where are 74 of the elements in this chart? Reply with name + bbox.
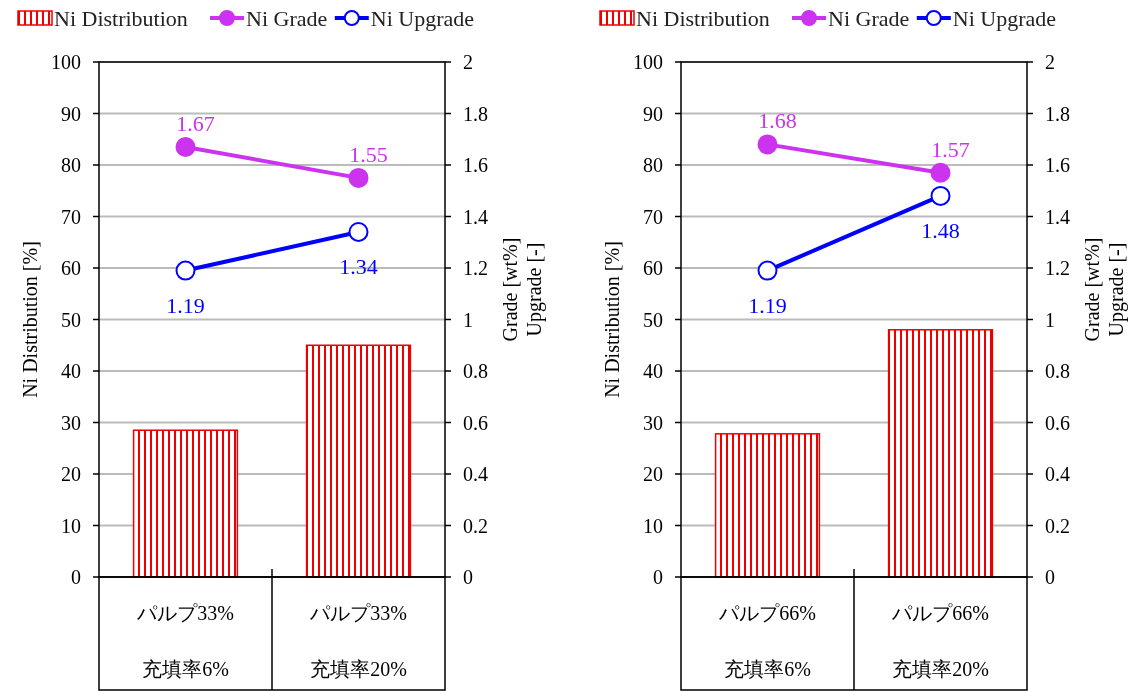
y2-tick-label: 0 [463, 566, 473, 588]
y2-tick-label: 0 [1045, 566, 1055, 588]
y2-tick-label: 0.6 [463, 411, 488, 434]
category-label: パルプ66% 充填率20% [892, 602, 989, 680]
point [175, 260, 196, 281]
data-label: 1.34 [339, 253, 378, 279]
y2-tick-label: 1 [1045, 308, 1055, 331]
legend-label: Ni Upgrade [952, 6, 1057, 31]
point [348, 221, 369, 242]
data-label: 1.68 [758, 108, 797, 134]
y2-tick-label: 1.2 [463, 257, 488, 279]
point [348, 167, 369, 188]
y2-tick-label: 1.4 [1045, 205, 1070, 228]
legend-label: Ni Upgrade [370, 6, 475, 31]
y2-tick-label: 0.2 [463, 514, 488, 537]
point [175, 136, 196, 157]
y-tick-label: 90 [643, 102, 663, 125]
y-tick-label: 20 [643, 463, 663, 485]
point [930, 185, 951, 206]
y2-tick-label: 1.6 [463, 154, 488, 176]
y-tick-label: 40 [61, 360, 81, 382]
y-tick-label: 60 [643, 257, 663, 279]
data-label: 1.48 [921, 217, 960, 243]
y-tick-label: 10 [643, 514, 663, 537]
category-label: パルプ66% 充填率6% [719, 602, 816, 680]
y-tick-label: 20 [61, 463, 81, 485]
point [757, 134, 778, 155]
y2-tick-label: 2 [463, 51, 473, 73]
y2-tick-label: 0.6 [1045, 411, 1070, 434]
data-label: 1.57 [931, 136, 970, 162]
y-tick-label: 100 [51, 51, 81, 73]
y2-tick-label: 0.4 [1045, 463, 1070, 485]
y-tick-label: 30 [61, 411, 81, 434]
y-tick-label: 90 [61, 102, 81, 125]
y-tick-label: 80 [61, 154, 81, 176]
y-axis-title: Ni Distribution [%] [19, 241, 41, 398]
y2-tick-label: 2 [1045, 51, 1055, 73]
y2-tick-label: 1.8 [1045, 102, 1070, 125]
y2-axis-title: Grade [wt%] Upgrade [-] [1081, 237, 1128, 342]
y2-tick-label: 1 [463, 308, 473, 331]
y-tick-label: 40 [643, 360, 663, 382]
data-label: 1.19 [166, 292, 205, 318]
y2-tick-label: 1.8 [463, 102, 488, 125]
category-label: パルプ33% 充填率20% [310, 602, 407, 680]
y2-tick-label: 0.8 [463, 360, 488, 382]
y-tick-label: 100 [633, 51, 663, 73]
y-tick-label: 50 [61, 308, 81, 331]
legend-label: Ni Grade [828, 6, 910, 31]
y2-tick-label: 0.8 [1045, 360, 1070, 382]
y2-axis-title: Grade [wt%] Upgrade [-] [499, 237, 546, 342]
point [757, 260, 778, 281]
y-tick-label: 30 [643, 411, 663, 434]
data-label: 1.67 [176, 110, 215, 136]
y2-tick-label: 0.2 [1045, 514, 1070, 537]
y2-tick-label: 0.4 [463, 463, 488, 485]
data-label: 1.19 [748, 292, 787, 318]
y2-tick-label: 1.6 [1045, 154, 1070, 176]
y-tick-label: 10 [61, 514, 81, 537]
y-tick-label: 60 [61, 257, 81, 279]
y2-tick-label: 1.2 [1045, 257, 1070, 279]
y-tick-label: 80 [643, 154, 663, 176]
y-tick-label: 70 [61, 205, 81, 228]
legend-label: Ni Grade [246, 6, 328, 31]
y-axis-title: Ni Distribution [%] [601, 241, 623, 398]
category-label: パルプ33% 充填率6% [137, 602, 234, 680]
y-tick-label: 70 [643, 205, 663, 228]
y-tick-label: 0 [71, 566, 81, 588]
point [930, 162, 951, 183]
y-tick-label: 50 [643, 308, 663, 331]
legend-label: Ni Distribution [54, 6, 188, 31]
data-label: 1.55 [349, 141, 388, 167]
y2-tick-label: 1.4 [463, 205, 488, 228]
legend-label: Ni Distribution [636, 6, 770, 31]
y-tick-label: 0 [653, 566, 663, 588]
